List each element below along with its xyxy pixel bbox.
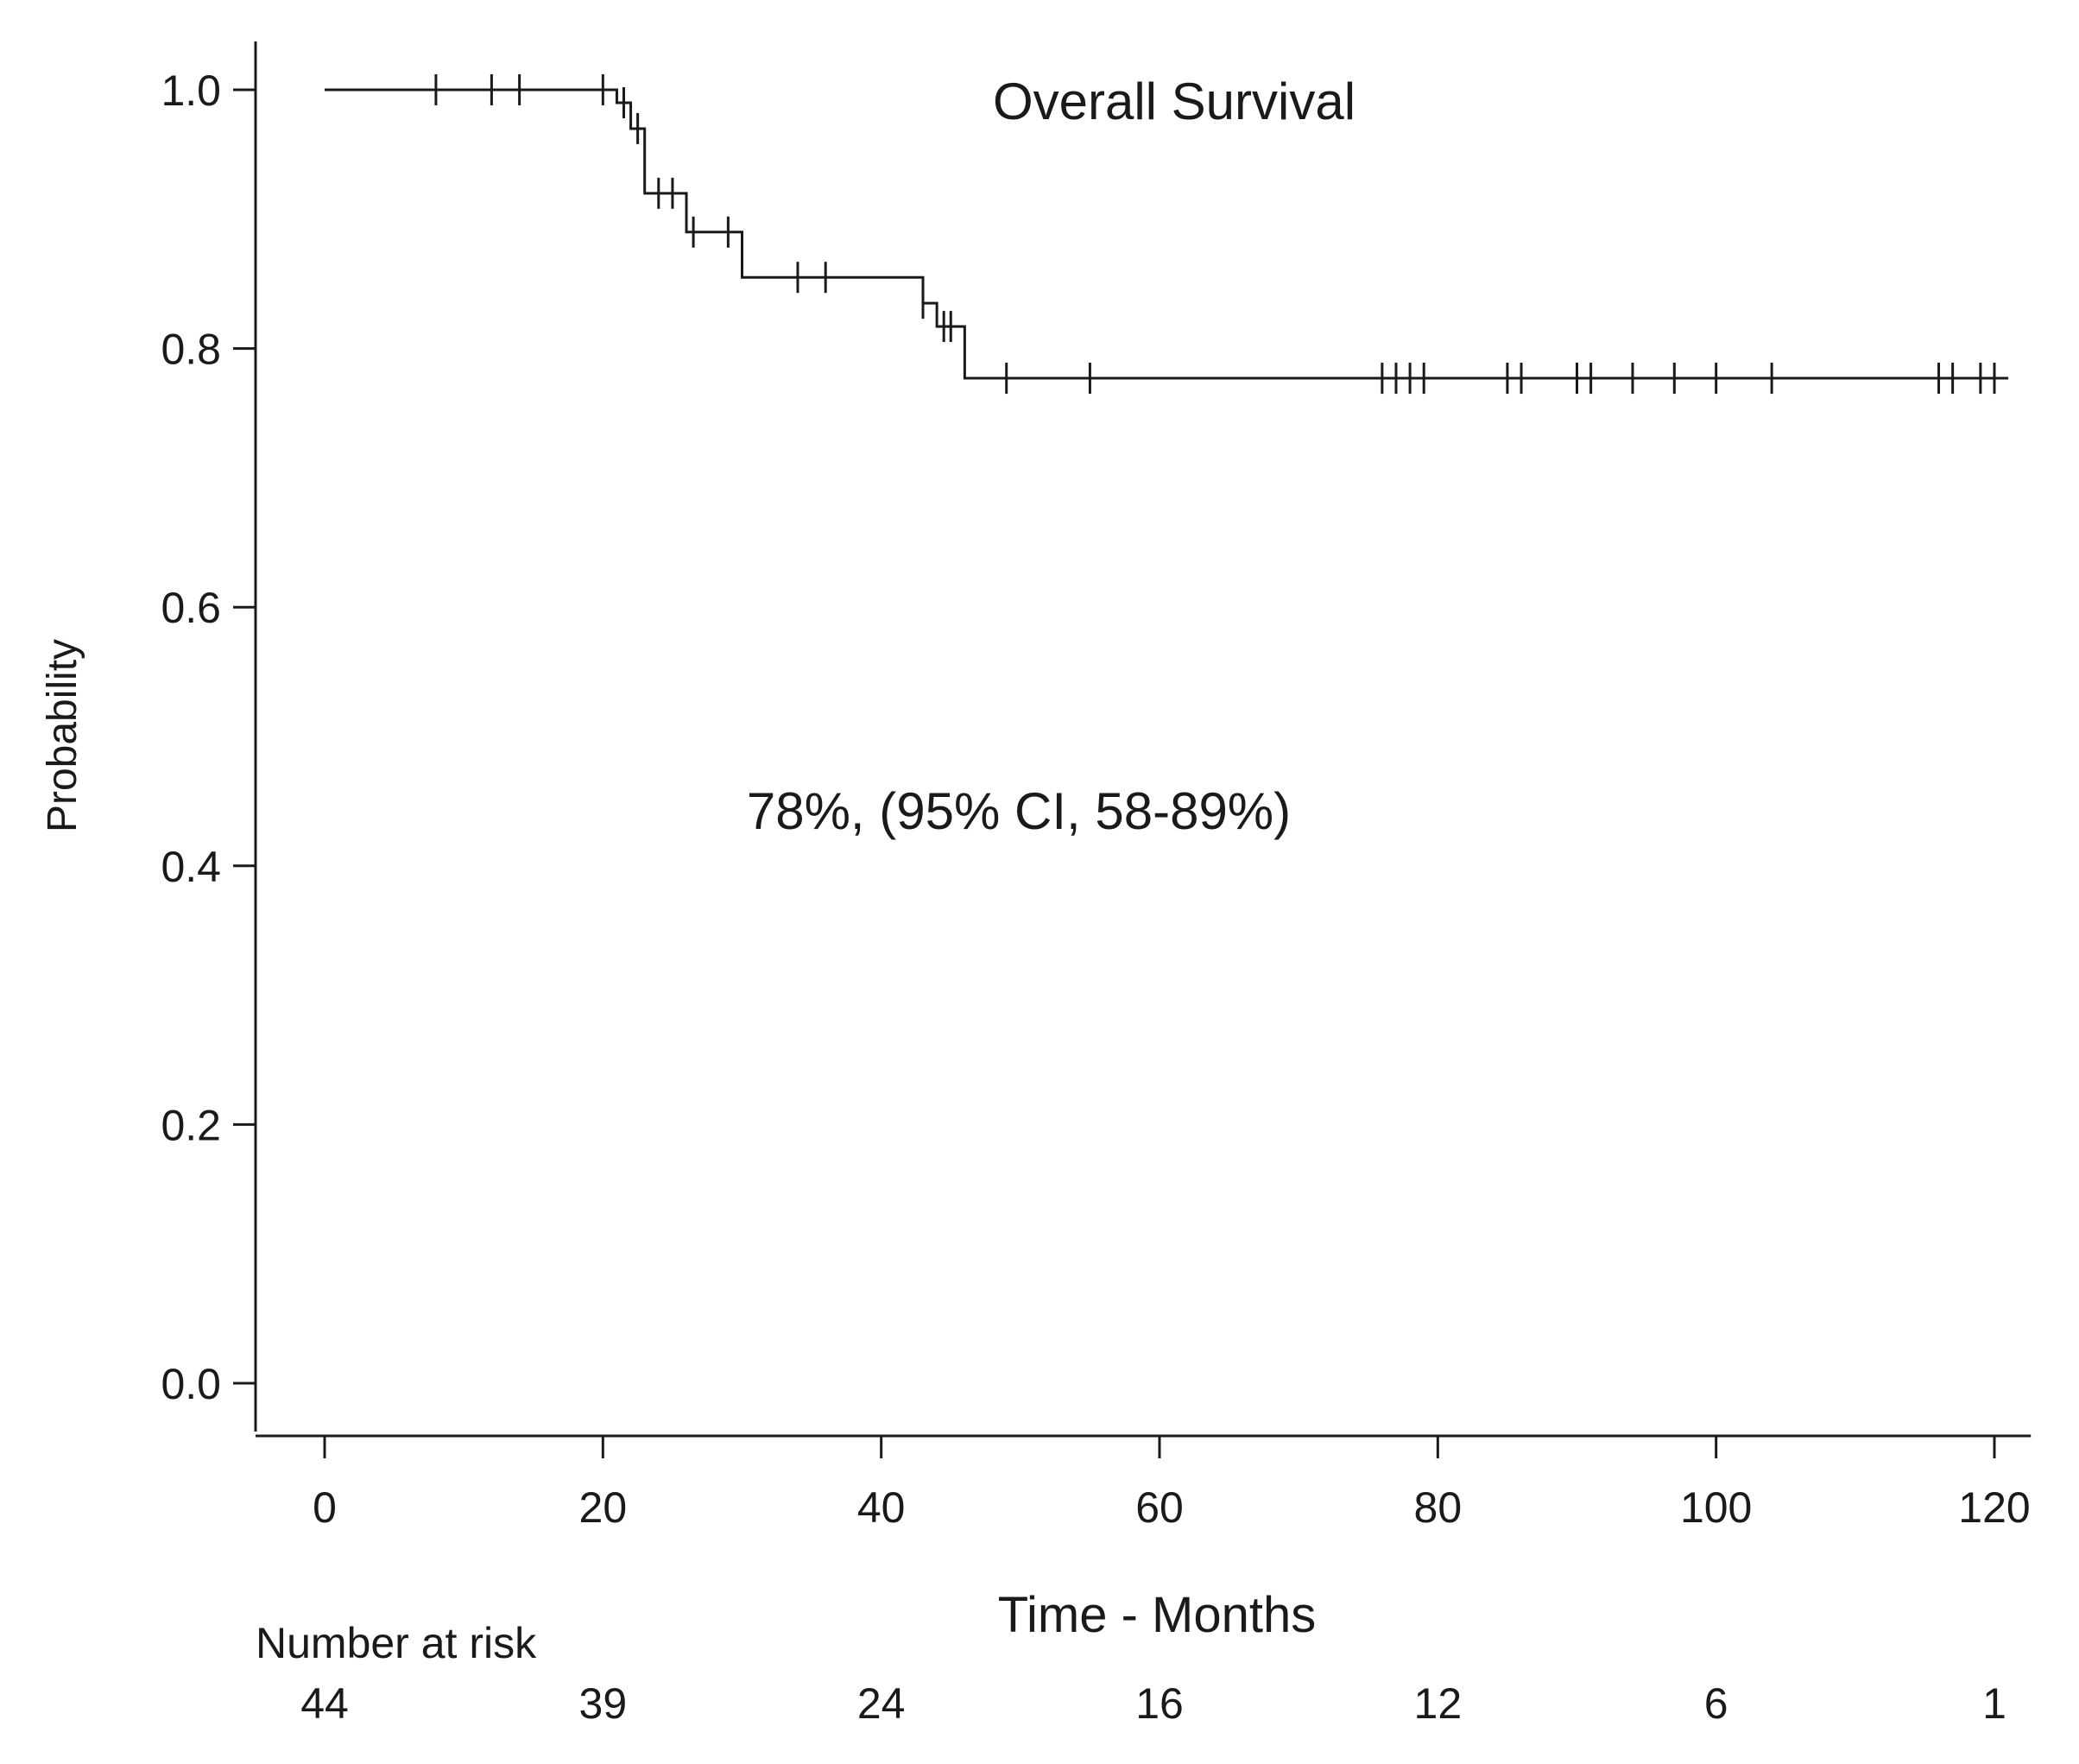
risk-table-value: 24 [857,1679,906,1728]
chart-title: Overall Survival [993,73,1355,130]
y-tick-label: 0.2 [161,1101,221,1149]
risk-table-value: 6 [1704,1679,1728,1728]
x-tick-label: 80 [1414,1483,1463,1532]
x-ticks: 0 20 40 60 80 100 120 [313,1436,2031,1532]
risk-table-value: 1 [1982,1679,2006,1728]
risk-table-value: 12 [1414,1679,1463,1728]
y-tick-label: 0.4 [161,843,221,891]
y-axis: 0.0 0.2 0.4 0.6 0.8 1.0 [161,41,257,1432]
risk-table-values: 44 39 24 16 12 6 1 [300,1679,2006,1728]
risk-table-value: 44 [300,1679,349,1728]
censor-marks [434,74,1996,395]
survival-step-line [325,88,2009,380]
x-axis-title: Time - Months [998,1587,1316,1643]
y-tick-label: 0.0 [161,1360,221,1408]
y-tick-label: 1.0 [161,66,221,115]
risk-table-value: 39 [579,1679,628,1728]
risk-table-value: 16 [1135,1679,1184,1728]
x-tick-label: 120 [1958,1483,2030,1532]
plot-area [325,74,2009,395]
x-tick-label: 100 [1680,1483,1752,1532]
x-tick-label: 60 [1135,1483,1184,1532]
risk-table: Number at risk 44 39 24 16 12 6 1 [256,1619,2006,1728]
x-axis: 0 20 40 60 80 100 120 [256,1434,2032,1532]
y-axis-title: Probability [40,639,85,832]
y-tick-label: 0.6 [161,584,221,632]
x-tick-label: 0 [313,1483,337,1532]
y-ticks: 0.0 0.2 0.4 0.6 0.8 1.0 [161,66,256,1408]
x-tick-label: 20 [579,1483,628,1532]
x-tick-label: 40 [857,1483,906,1532]
survival-estimate-annotation: 78%, (95% CI, 58-89%) [747,782,1291,840]
risk-table-label: Number at risk [256,1619,537,1667]
y-tick-label: 0.8 [161,326,221,374]
